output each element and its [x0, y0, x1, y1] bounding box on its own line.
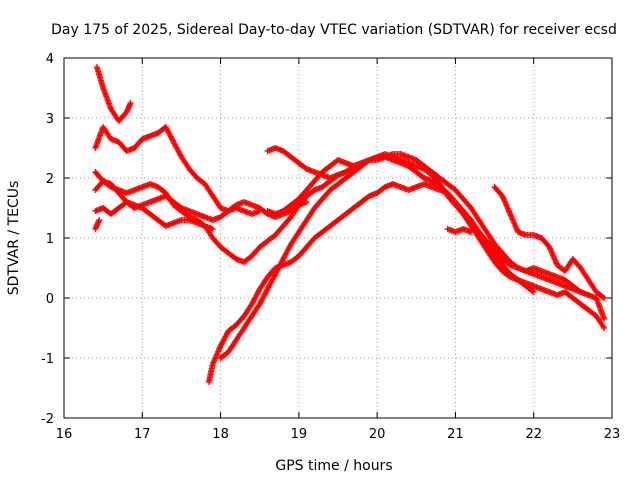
data-point — [468, 229, 475, 235]
data-point — [256, 208, 263, 214]
data-point — [504, 204, 511, 211]
data-point — [512, 222, 519, 229]
data-point — [585, 292, 592, 298]
series-track-f — [92, 217, 103, 232]
data-point — [500, 195, 507, 202]
data-point — [601, 325, 608, 331]
x-tick-label: 21 — [447, 427, 464, 442]
data-point — [552, 259, 559, 266]
data-point — [501, 197, 508, 204]
y-tick-label: 1 — [46, 232, 54, 247]
data-point — [512, 223, 519, 230]
series-track-j — [264, 151, 592, 298]
series-track-g — [264, 145, 349, 181]
data-point — [499, 193, 506, 199]
data-point — [503, 201, 510, 208]
series-track-l — [444, 226, 475, 235]
data-point — [214, 349, 221, 356]
data-point — [212, 354, 219, 361]
data-point — [502, 199, 509, 206]
data-point — [552, 257, 559, 264]
data-point — [212, 355, 219, 362]
data-point — [506, 208, 513, 215]
y-tick-label: -2 — [41, 412, 54, 427]
data-point — [127, 100, 134, 106]
data-point — [513, 226, 520, 233]
data-point — [551, 256, 558, 263]
data-point — [509, 215, 516, 222]
data-point — [216, 345, 223, 352]
data-series — [92, 64, 608, 385]
data-point — [548, 249, 555, 256]
data-point — [513, 224, 520, 231]
x-tick-label: 23 — [604, 427, 621, 442]
data-point — [342, 169, 349, 175]
data-point — [547, 246, 554, 253]
data-point — [507, 212, 514, 219]
data-point — [215, 348, 222, 355]
series-track-a — [93, 64, 134, 124]
x-tick-labels: 16 17 18 19 20 21 22 23 — [56, 427, 621, 442]
data-point — [546, 245, 553, 252]
series-track-d — [92, 178, 263, 223]
gridlines — [64, 58, 612, 418]
y-tick-label: 3 — [46, 112, 54, 127]
plot-frame — [63, 57, 613, 419]
data-point — [509, 216, 516, 223]
x-tick-label: 20 — [369, 427, 386, 442]
data-point — [503, 202, 510, 209]
data-point — [215, 347, 222, 354]
series-track-k — [491, 184, 608, 301]
axis-ticks — [63, 57, 613, 419]
y-axis-title: SDTVAR / TECUs — [6, 181, 22, 296]
x-tick-label: 18 — [212, 427, 229, 442]
data-point — [507, 211, 514, 217]
data-point — [508, 213, 515, 220]
data-point — [210, 359, 217, 366]
data-point — [530, 289, 537, 295]
data-point — [510, 217, 517, 224]
data-point — [550, 253, 557, 260]
data-point — [504, 205, 511, 212]
data-point — [210, 358, 217, 365]
y-tick-labels: -2 -1 0 1 2 3 4 — [41, 52, 54, 427]
x-tick-label: 16 — [56, 427, 73, 442]
data-point — [511, 220, 518, 227]
y-tick-label: 0 — [46, 292, 54, 307]
data-point — [506, 209, 513, 216]
y-tick-label: -1 — [41, 352, 54, 367]
data-point — [549, 252, 556, 259]
data-point — [600, 323, 607, 330]
data-point — [211, 356, 218, 363]
data-point — [551, 255, 558, 262]
data-point — [548, 248, 555, 255]
data-point — [546, 244, 553, 250]
series-track-e — [92, 199, 216, 232]
y-tick-label: 2 — [46, 172, 54, 187]
data-point — [601, 316, 608, 322]
data-point — [500, 194, 507, 201]
data-point — [549, 250, 556, 257]
data-point — [529, 288, 536, 295]
data-point — [209, 361, 216, 367]
data-point — [209, 226, 216, 232]
x-tick-label: 17 — [134, 427, 151, 442]
data-point — [510, 219, 517, 226]
data-point — [600, 294, 607, 301]
data-point — [501, 198, 508, 205]
data-point — [213, 351, 220, 358]
data-point — [96, 217, 103, 223]
series-track-i — [217, 154, 537, 361]
data-point — [216, 344, 223, 351]
x-tick-label: 22 — [525, 427, 542, 442]
x-axis-title: GPS time / hours — [275, 458, 392, 474]
y-tick-label: 4 — [46, 52, 54, 67]
data-point — [505, 206, 512, 213]
x-tick-label: 19 — [291, 427, 308, 442]
data-point — [601, 295, 608, 301]
data-point — [213, 352, 220, 359]
chart-title: Day 175 of 2025, Sidereal Day-to-day VTE… — [51, 22, 617, 38]
